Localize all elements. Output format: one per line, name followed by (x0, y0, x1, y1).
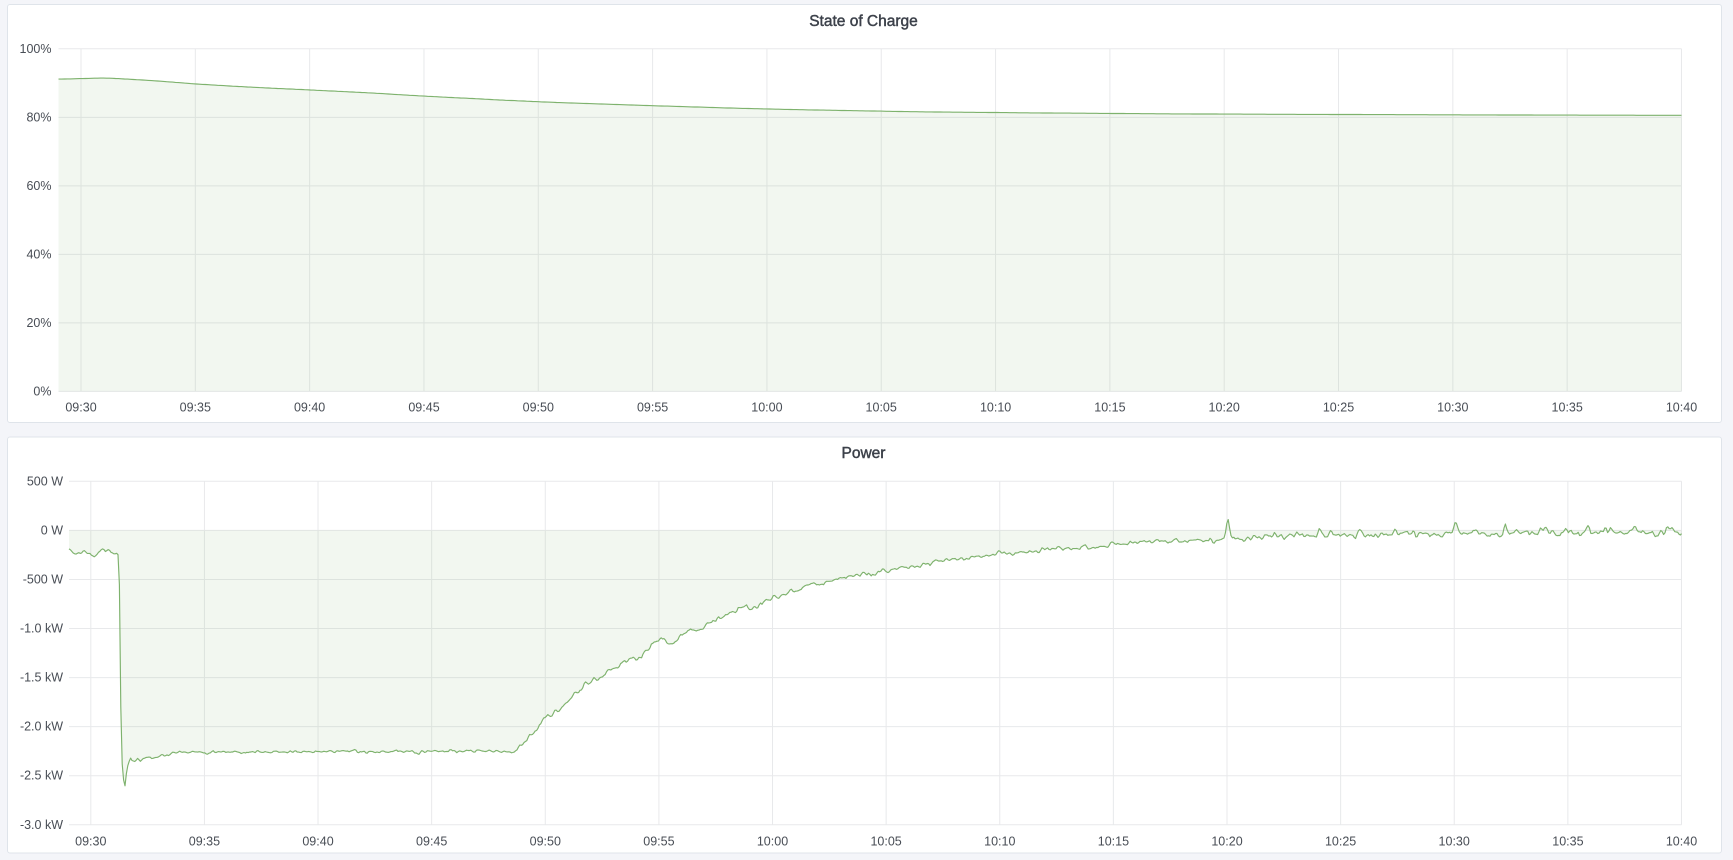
svg-text:10:25: 10:25 (1325, 835, 1356, 849)
svg-text:-2.5 kW: -2.5 kW (20, 769, 63, 783)
svg-text:100%: 100% (20, 42, 52, 56)
svg-text:09:30: 09:30 (75, 835, 106, 849)
svg-text:10:00: 10:00 (751, 401, 782, 415)
svg-text:09:45: 09:45 (416, 835, 447, 849)
svg-text:500 W: 500 W (27, 474, 63, 488)
svg-text:10:10: 10:10 (980, 401, 1011, 415)
svg-text:10:00: 10:00 (757, 835, 788, 849)
svg-text:0 W: 0 W (41, 523, 63, 537)
svg-text:09:55: 09:55 (643, 835, 674, 849)
svg-text:10:20: 10:20 (1211, 835, 1242, 849)
svg-text:09:55: 09:55 (637, 401, 668, 415)
svg-text:09:35: 09:35 (180, 401, 211, 415)
svg-text:10:40: 10:40 (1666, 401, 1697, 415)
svg-text:10:35: 10:35 (1552, 401, 1583, 415)
svg-text:09:45: 09:45 (408, 401, 439, 415)
svg-text:10:30: 10:30 (1439, 835, 1470, 849)
svg-text:09:40: 09:40 (294, 401, 325, 415)
svg-text:10:20: 10:20 (1209, 401, 1240, 415)
svg-text:20%: 20% (26, 316, 51, 330)
svg-text:10:10: 10:10 (984, 835, 1015, 849)
svg-text:09:50: 09:50 (530, 835, 561, 849)
svg-text:10:05: 10:05 (870, 835, 901, 849)
svg-text:-2.0 kW: -2.0 kW (20, 720, 63, 734)
svg-text:80%: 80% (26, 110, 51, 124)
svg-text:09:35: 09:35 (189, 835, 220, 849)
svg-text:10:40: 10:40 (1666, 835, 1697, 849)
svg-text:Power: Power (842, 445, 886, 462)
svg-text:0%: 0% (33, 384, 51, 398)
svg-text:-3.0 kW: -3.0 kW (20, 818, 63, 832)
svg-text:10:15: 10:15 (1094, 401, 1125, 415)
svg-text:40%: 40% (26, 247, 51, 261)
svg-text:-1.5 kW: -1.5 kW (20, 671, 63, 685)
svg-text:09:30: 09:30 (65, 401, 96, 415)
svg-text:10:30: 10:30 (1437, 401, 1468, 415)
svg-text:-1.0 kW: -1.0 kW (20, 622, 63, 636)
svg-text:10:15: 10:15 (1098, 835, 1129, 849)
svg-text:09:50: 09:50 (523, 401, 554, 415)
svg-text:State of Charge: State of Charge (809, 13, 918, 30)
svg-text:10:05: 10:05 (866, 401, 897, 415)
svg-text:09:40: 09:40 (302, 835, 333, 849)
svg-text:10:25: 10:25 (1323, 401, 1354, 415)
svg-text:60%: 60% (26, 179, 51, 193)
svg-text:10:35: 10:35 (1552, 835, 1583, 849)
svg-text:-500 W: -500 W (23, 572, 63, 586)
